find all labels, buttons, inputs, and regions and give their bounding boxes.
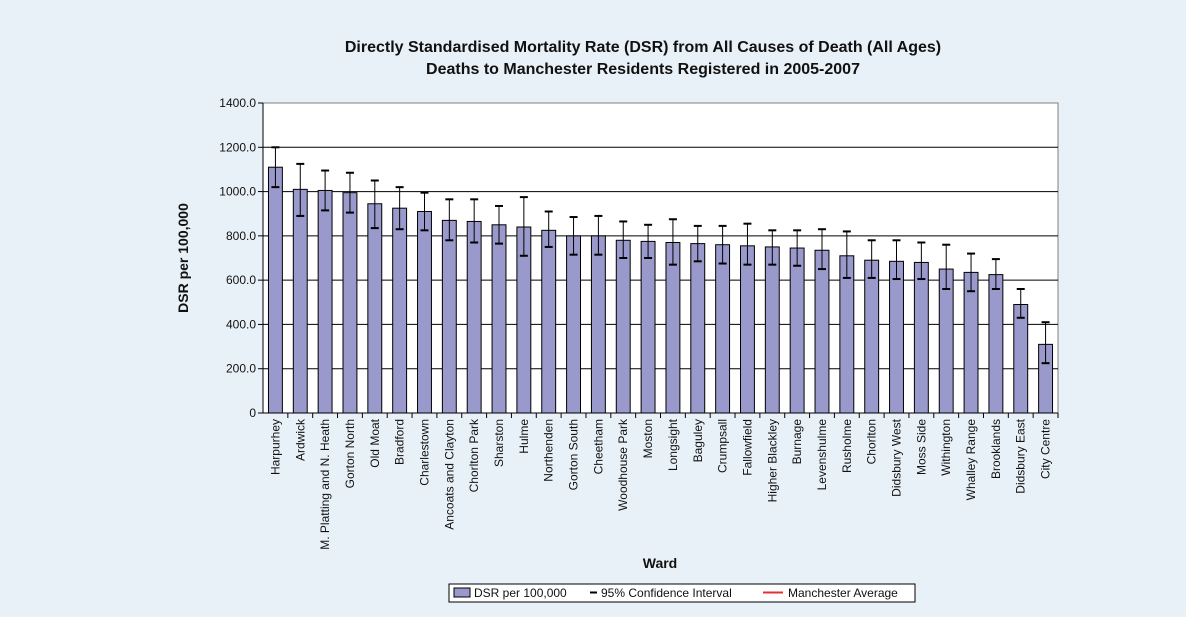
bar <box>913 261 929 414</box>
bar <box>566 235 582 414</box>
x-tick-label: Ardwick <box>293 418 307 461</box>
bar <box>938 268 954 414</box>
y-tick-label: 400.0 <box>226 317 256 331</box>
bar <box>640 240 656 414</box>
bar <box>715 244 731 414</box>
legend: DSR per 100,000 95% Confidence Interval … <box>448 583 916 603</box>
x-tick-label: Baguley <box>691 419 705 462</box>
bar <box>615 239 631 414</box>
x-tick-label: Moss Side <box>914 419 928 475</box>
x-tick-label: Old Moat <box>368 418 382 467</box>
x-tick-label: Whalley Range <box>964 419 978 501</box>
bar <box>441 219 457 414</box>
x-tick-label: Didsbury West <box>890 418 904 496</box>
bar <box>466 220 482 414</box>
bar <box>590 235 606 414</box>
x-tick-label: Chorlton Park <box>467 418 481 492</box>
bars <box>267 166 1054 414</box>
y-tick-label: 600.0 <box>226 273 256 287</box>
x-tick-label: Hulme <box>517 419 531 454</box>
x-tick-label: Bradford <box>393 419 407 465</box>
x-tick-label: M. Platting and N. Heath <box>318 419 332 550</box>
chart-subtitle: Deaths to Manchester Residents Registere… <box>426 61 860 78</box>
bar <box>764 246 780 414</box>
x-axis-title: Ward <box>643 555 677 571</box>
bar <box>889 260 904 414</box>
chart-title: Directly Standardised Mortality Rate (DS… <box>345 39 941 56</box>
bar <box>317 189 333 414</box>
bar <box>1013 304 1029 414</box>
y-axis-title: DSR per 100,000 <box>175 203 191 313</box>
bar <box>392 207 408 414</box>
x-tick-label: Harpurhey <box>268 419 282 475</box>
error-bars <box>271 146 1050 365</box>
bar <box>988 274 1004 414</box>
y-tick-label: 1000.0 <box>219 185 256 199</box>
x-tick-label: Withington <box>939 419 953 476</box>
bar <box>864 259 880 414</box>
x-tick-label: Woodhouse Park <box>616 418 630 511</box>
bar <box>665 242 681 414</box>
x-tick-label: Crumpsall <box>716 419 730 473</box>
bar <box>963 271 979 414</box>
bar <box>292 188 308 414</box>
x-tick-label: Fallowfield <box>740 419 754 476</box>
x-tick-label: Cheetham <box>591 419 605 474</box>
bar <box>789 247 805 414</box>
bar <box>367 203 383 414</box>
legend-ci-label: 95% Confidence Interval <box>601 586 732 600</box>
x-tick-label: Didsbury East <box>1014 418 1028 493</box>
x-tick-label: Higher Blackley <box>765 419 779 502</box>
x-tick-label: Chorlton <box>865 419 879 464</box>
x-tick-label: Ancoats and Clayton <box>442 419 456 530</box>
legend-box <box>448 583 916 603</box>
y-tick-label: 200.0 <box>226 362 256 376</box>
bar <box>267 166 283 414</box>
axes: 0 200.0 400.0 600.0 800.0 1000.0 1200.0 1400.0 H… <box>219 96 1059 550</box>
x-tick-label: Rusholme <box>840 419 854 473</box>
bar <box>690 243 706 414</box>
y-tick-label: 800.0 <box>226 229 256 243</box>
bar <box>814 249 830 414</box>
x-tick-label: Moston <box>641 419 655 458</box>
y-tick-label: 1400.0 <box>219 96 256 110</box>
legend-average-label: Manchester Average <box>788 586 898 600</box>
x-tick-label: Burnage <box>790 419 804 465</box>
plot-area <box>262 102 1059 414</box>
y-tick-label: 1200.0 <box>219 140 256 154</box>
x-tick-label: Longsight <box>666 418 680 471</box>
x-tick-label: Sharston <box>492 419 506 467</box>
x-tick-label: Gorton North <box>343 419 357 488</box>
legend-bar-swatch <box>453 587 471 598</box>
x-tick-label: Gorton South <box>567 419 581 490</box>
bar <box>740 245 755 414</box>
bar <box>839 255 855 414</box>
x-tick-label: Northenden <box>542 419 556 482</box>
x-tick-label: Brooklands <box>989 419 1003 479</box>
x-tick-label: Levenshulme <box>815 419 829 491</box>
bar <box>491 224 507 414</box>
y-tick-label: 0 <box>249 406 256 420</box>
bar <box>541 229 557 414</box>
legend-bar-label: DSR per 100,000 <box>474 586 567 600</box>
x-tick-label: Charlestown <box>417 419 431 486</box>
bar <box>417 211 432 414</box>
x-tick-label: City Centre <box>1039 419 1053 479</box>
bar <box>342 192 358 414</box>
